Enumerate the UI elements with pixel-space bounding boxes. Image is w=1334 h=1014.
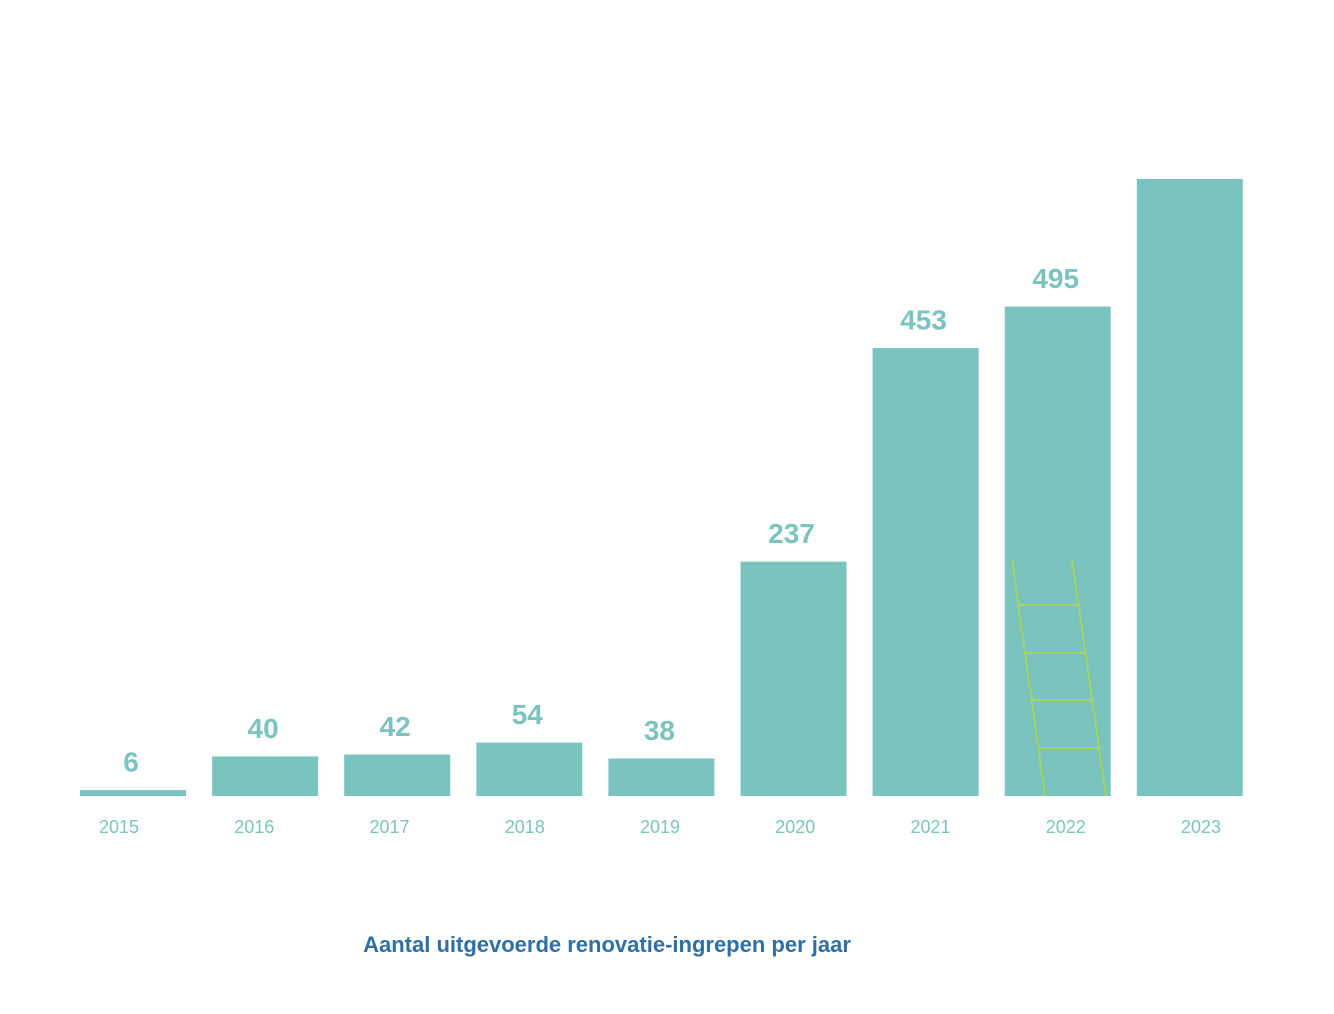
- bar: [740, 561, 847, 796]
- bar: [212, 756, 319, 796]
- x-tick-label: 2016: [234, 817, 274, 837]
- x-tick-label: 2019: [640, 817, 680, 837]
- x-tick-label: 2018: [505, 817, 545, 837]
- value-label: 453: [900, 304, 947, 335]
- x-tick-label: 2017: [369, 817, 409, 837]
- ladder-illustration: [1011, 559, 1107, 797]
- bar: [1136, 179, 1243, 796]
- x-tick-label: 2022: [1046, 817, 1086, 837]
- value-label: 6: [123, 746, 139, 777]
- chart-title: Aantal uitgevoerde renovatie-ingrepen pe…: [363, 932, 851, 957]
- value-label: 40: [248, 713, 279, 744]
- value-label: 38: [644, 715, 675, 746]
- bar: [608, 758, 715, 796]
- x-tick-label: 2023: [1181, 817, 1221, 837]
- value-label: 42: [380, 711, 411, 742]
- bar: [1004, 306, 1111, 796]
- value-label: 237: [768, 518, 815, 549]
- bar: [80, 790, 186, 796]
- value-label: 495: [1032, 263, 1079, 294]
- bar: [872, 348, 979, 796]
- x-tick-label: 2021: [910, 817, 950, 837]
- x-tick-label: 2020: [775, 817, 815, 837]
- bar: [476, 742, 583, 796]
- bar: [344, 754, 451, 796]
- value-label: 54: [512, 699, 544, 730]
- x-tick-label: 2015: [99, 817, 139, 837]
